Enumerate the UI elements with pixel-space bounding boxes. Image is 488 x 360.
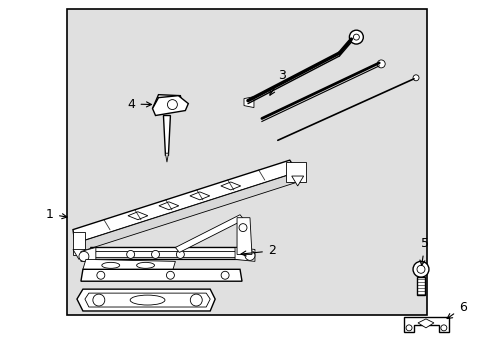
- Ellipse shape: [102, 262, 120, 268]
- Bar: [416, 277, 424, 295]
- Polygon shape: [235, 247, 254, 261]
- Polygon shape: [163, 116, 170, 155]
- Polygon shape: [77, 289, 215, 311]
- Circle shape: [190, 294, 202, 306]
- Polygon shape: [175, 215, 244, 252]
- Polygon shape: [291, 176, 303, 186]
- Polygon shape: [152, 95, 183, 109]
- Polygon shape: [417, 319, 433, 328]
- Polygon shape: [189, 192, 209, 200]
- Circle shape: [440, 325, 446, 331]
- Circle shape: [353, 34, 359, 40]
- Polygon shape: [152, 96, 188, 116]
- Polygon shape: [83, 260, 175, 271]
- Circle shape: [349, 30, 363, 44]
- Circle shape: [239, 224, 246, 231]
- Circle shape: [97, 271, 104, 279]
- Polygon shape: [165, 153, 168, 162]
- Circle shape: [412, 75, 418, 81]
- Circle shape: [126, 251, 134, 258]
- Polygon shape: [81, 269, 242, 281]
- Text: 6: 6: [446, 301, 466, 319]
- Polygon shape: [89, 247, 244, 260]
- Circle shape: [166, 271, 174, 279]
- Text: 2: 2: [241, 244, 275, 257]
- Text: 1: 1: [46, 208, 67, 221]
- Text: 3: 3: [269, 69, 285, 95]
- Polygon shape: [221, 182, 240, 190]
- Ellipse shape: [130, 295, 164, 305]
- Polygon shape: [73, 249, 85, 260]
- Circle shape: [244, 251, 254, 260]
- Polygon shape: [81, 247, 96, 261]
- Text: 4: 4: [127, 98, 151, 111]
- Circle shape: [221, 271, 228, 279]
- Polygon shape: [159, 202, 179, 210]
- Text: 5: 5: [419, 238, 428, 265]
- Ellipse shape: [136, 262, 154, 268]
- Circle shape: [79, 251, 89, 261]
- Polygon shape: [75, 172, 297, 253]
- Circle shape: [151, 251, 159, 258]
- Polygon shape: [85, 293, 210, 307]
- Circle shape: [405, 325, 411, 331]
- Circle shape: [93, 294, 104, 306]
- Bar: [67, 9, 426, 315]
- Circle shape: [412, 261, 428, 277]
- Polygon shape: [285, 162, 305, 182]
- Polygon shape: [73, 160, 297, 243]
- Polygon shape: [237, 218, 251, 255]
- Polygon shape: [94, 251, 240, 257]
- Circle shape: [416, 265, 424, 273]
- Polygon shape: [403, 317, 448, 332]
- Polygon shape: [73, 231, 85, 255]
- Polygon shape: [244, 96, 253, 108]
- Circle shape: [376, 60, 385, 68]
- Polygon shape: [128, 212, 147, 220]
- Circle shape: [176, 251, 184, 258]
- Circle shape: [167, 100, 177, 109]
